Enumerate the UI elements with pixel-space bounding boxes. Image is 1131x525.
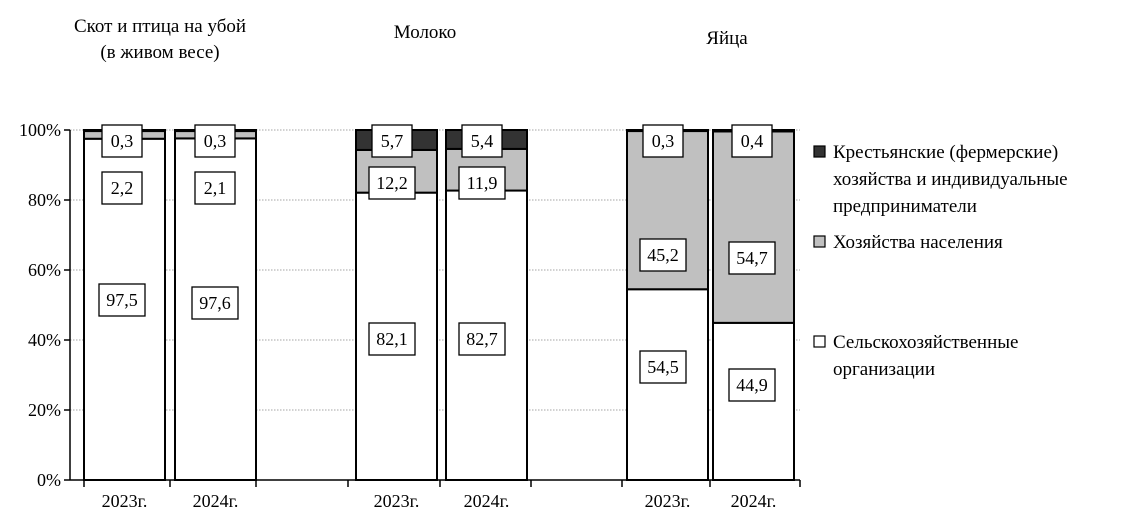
y-tick-label: 60% [28, 260, 61, 280]
data-label: 97,6 [199, 293, 231, 313]
data-label: 5,4 [471, 131, 494, 151]
legend-label: Крестьянские (фермерские) [833, 142, 1058, 163]
data-label: 11,9 [467, 173, 498, 193]
data-label: 2,2 [111, 178, 134, 198]
legend-label: организации [833, 359, 935, 380]
bar-segment [626, 288, 709, 481]
group-title: Скот и птица на убой [74, 16, 246, 37]
data-label: 44,9 [736, 375, 768, 395]
legend-label: хозяйства и индивидуальные [833, 169, 1068, 190]
data-label-box [98, 283, 146, 317]
y-tick-label: 100% [19, 120, 61, 140]
x-category-label: 2023г. [374, 491, 420, 511]
group-title: (в живом весе) [100, 42, 219, 63]
x-category-label: 2024г. [731, 491, 777, 511]
data-label: 54,5 [647, 357, 679, 377]
data-label-box [191, 286, 239, 320]
y-tick-label: 80% [28, 190, 61, 210]
data-label: 54,7 [736, 248, 768, 268]
group-title: Яйца [706, 28, 748, 49]
legend-label: Сельскохозяйственные [833, 332, 1018, 353]
legend-label: Хозяйства населения [833, 232, 1003, 253]
group-title: Молоко [394, 22, 456, 43]
data-label-box [639, 238, 687, 272]
data-label-box [728, 241, 776, 275]
x-category-label: 2023г. [645, 491, 691, 511]
data-label-box [194, 171, 236, 205]
data-label: 0,4 [741, 131, 764, 151]
data-label-box [368, 322, 416, 356]
x-category-label: 2023г. [102, 491, 148, 511]
data-label: 45,2 [647, 245, 679, 265]
y-tick-label: 20% [28, 400, 61, 420]
data-labels: 97,5 2,2 0,3 97,6 2,1 0,3 82,1 12,2 5,7 82,7 11,9 5… [98, 124, 776, 402]
data-label-box [101, 171, 143, 205]
data-label: 12,2 [376, 173, 408, 193]
legend-label: предприниматели [833, 196, 977, 217]
x-category-label: 2024г. [464, 491, 510, 511]
axes: 0% 20% 40% 60% 80% 100% 2023г. 2024г. 2023г. 2024… [19, 120, 801, 511]
x-category-label: 2024г. [193, 491, 239, 511]
data-label-box [458, 322, 506, 356]
data-label-box [458, 166, 506, 200]
data-label: 82,1 [376, 329, 408, 349]
data-label-box [368, 166, 416, 200]
data-label-box [371, 124, 413, 158]
data-label: 2,1 [204, 178, 227, 198]
y-tick-label: 0% [37, 470, 61, 490]
y-tick-label: 40% [28, 330, 61, 350]
data-label: 5,7 [381, 131, 404, 151]
data-label-box [639, 350, 687, 384]
data-label: 82,7 [466, 329, 498, 349]
data-label: 0,3 [204, 131, 227, 151]
legend-swatch [813, 335, 826, 348]
data-label-box [731, 124, 773, 158]
data-label: 0,3 [111, 131, 134, 151]
data-label-box [728, 368, 776, 402]
legend: Крестьянские (фермерские) хозяйства и инд… [813, 142, 1068, 380]
data-label: 97,5 [106, 290, 138, 310]
bars [83, 129, 795, 482]
data-label-box [101, 124, 143, 158]
data-label-box [461, 124, 503, 158]
data-label-box [642, 124, 684, 158]
data-label: 0,3 [652, 131, 675, 151]
data-label-box [194, 124, 236, 158]
legend-swatch [813, 235, 826, 248]
legend-swatch [813, 145, 826, 158]
bar-segment [712, 130, 795, 324]
group-titles: Скот и птица на убой (в живом весе) Молоко… [74, 16, 748, 63]
